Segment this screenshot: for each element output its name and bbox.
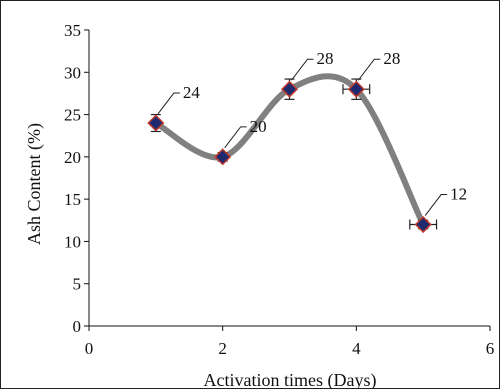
x-tick-label: 4 — [352, 339, 361, 358]
data-label-leader — [157, 92, 180, 115]
data-label-leader — [291, 58, 314, 81]
data-labels-layer: 24 20 28 28 12 — [157, 49, 467, 216]
data-label: 28 — [317, 49, 334, 68]
y-tick-label: 35 — [64, 21, 81, 40]
x-tick-label: 6 — [486, 339, 495, 358]
data-point-marker — [214, 148, 232, 166]
x-tick-label: 0 — [85, 339, 94, 358]
x-tick-label: 2 — [218, 339, 227, 358]
data-point-marker — [414, 215, 432, 234]
markers-layer — [147, 80, 432, 234]
data-label: 12 — [450, 185, 467, 204]
data-label-leader — [424, 194, 448, 216]
data-label: 20 — [250, 117, 267, 136]
y-tick-label: 10 — [64, 232, 81, 251]
data-label: 24 — [183, 83, 201, 102]
y-tick-label: 25 — [64, 106, 81, 125]
data-point-marker — [347, 80, 365, 98]
y-tick-label: 0 — [73, 317, 82, 336]
data-label-leader — [357, 58, 381, 81]
y-axis-title: Ash Content (%) — [24, 123, 45, 245]
data-label: 28 — [383, 49, 400, 68]
y-tick-label: 5 — [73, 275, 82, 294]
data-label-leader — [224, 126, 247, 149]
data-point-marker — [280, 80, 299, 98]
data-point-marker — [147, 114, 165, 132]
y-tick-label: 30 — [64, 63, 81, 82]
y-tick-label: 20 — [64, 148, 81, 167]
y-tick-label: 15 — [64, 190, 81, 209]
x-axis-title: Activation times (Days) — [204, 370, 377, 389]
